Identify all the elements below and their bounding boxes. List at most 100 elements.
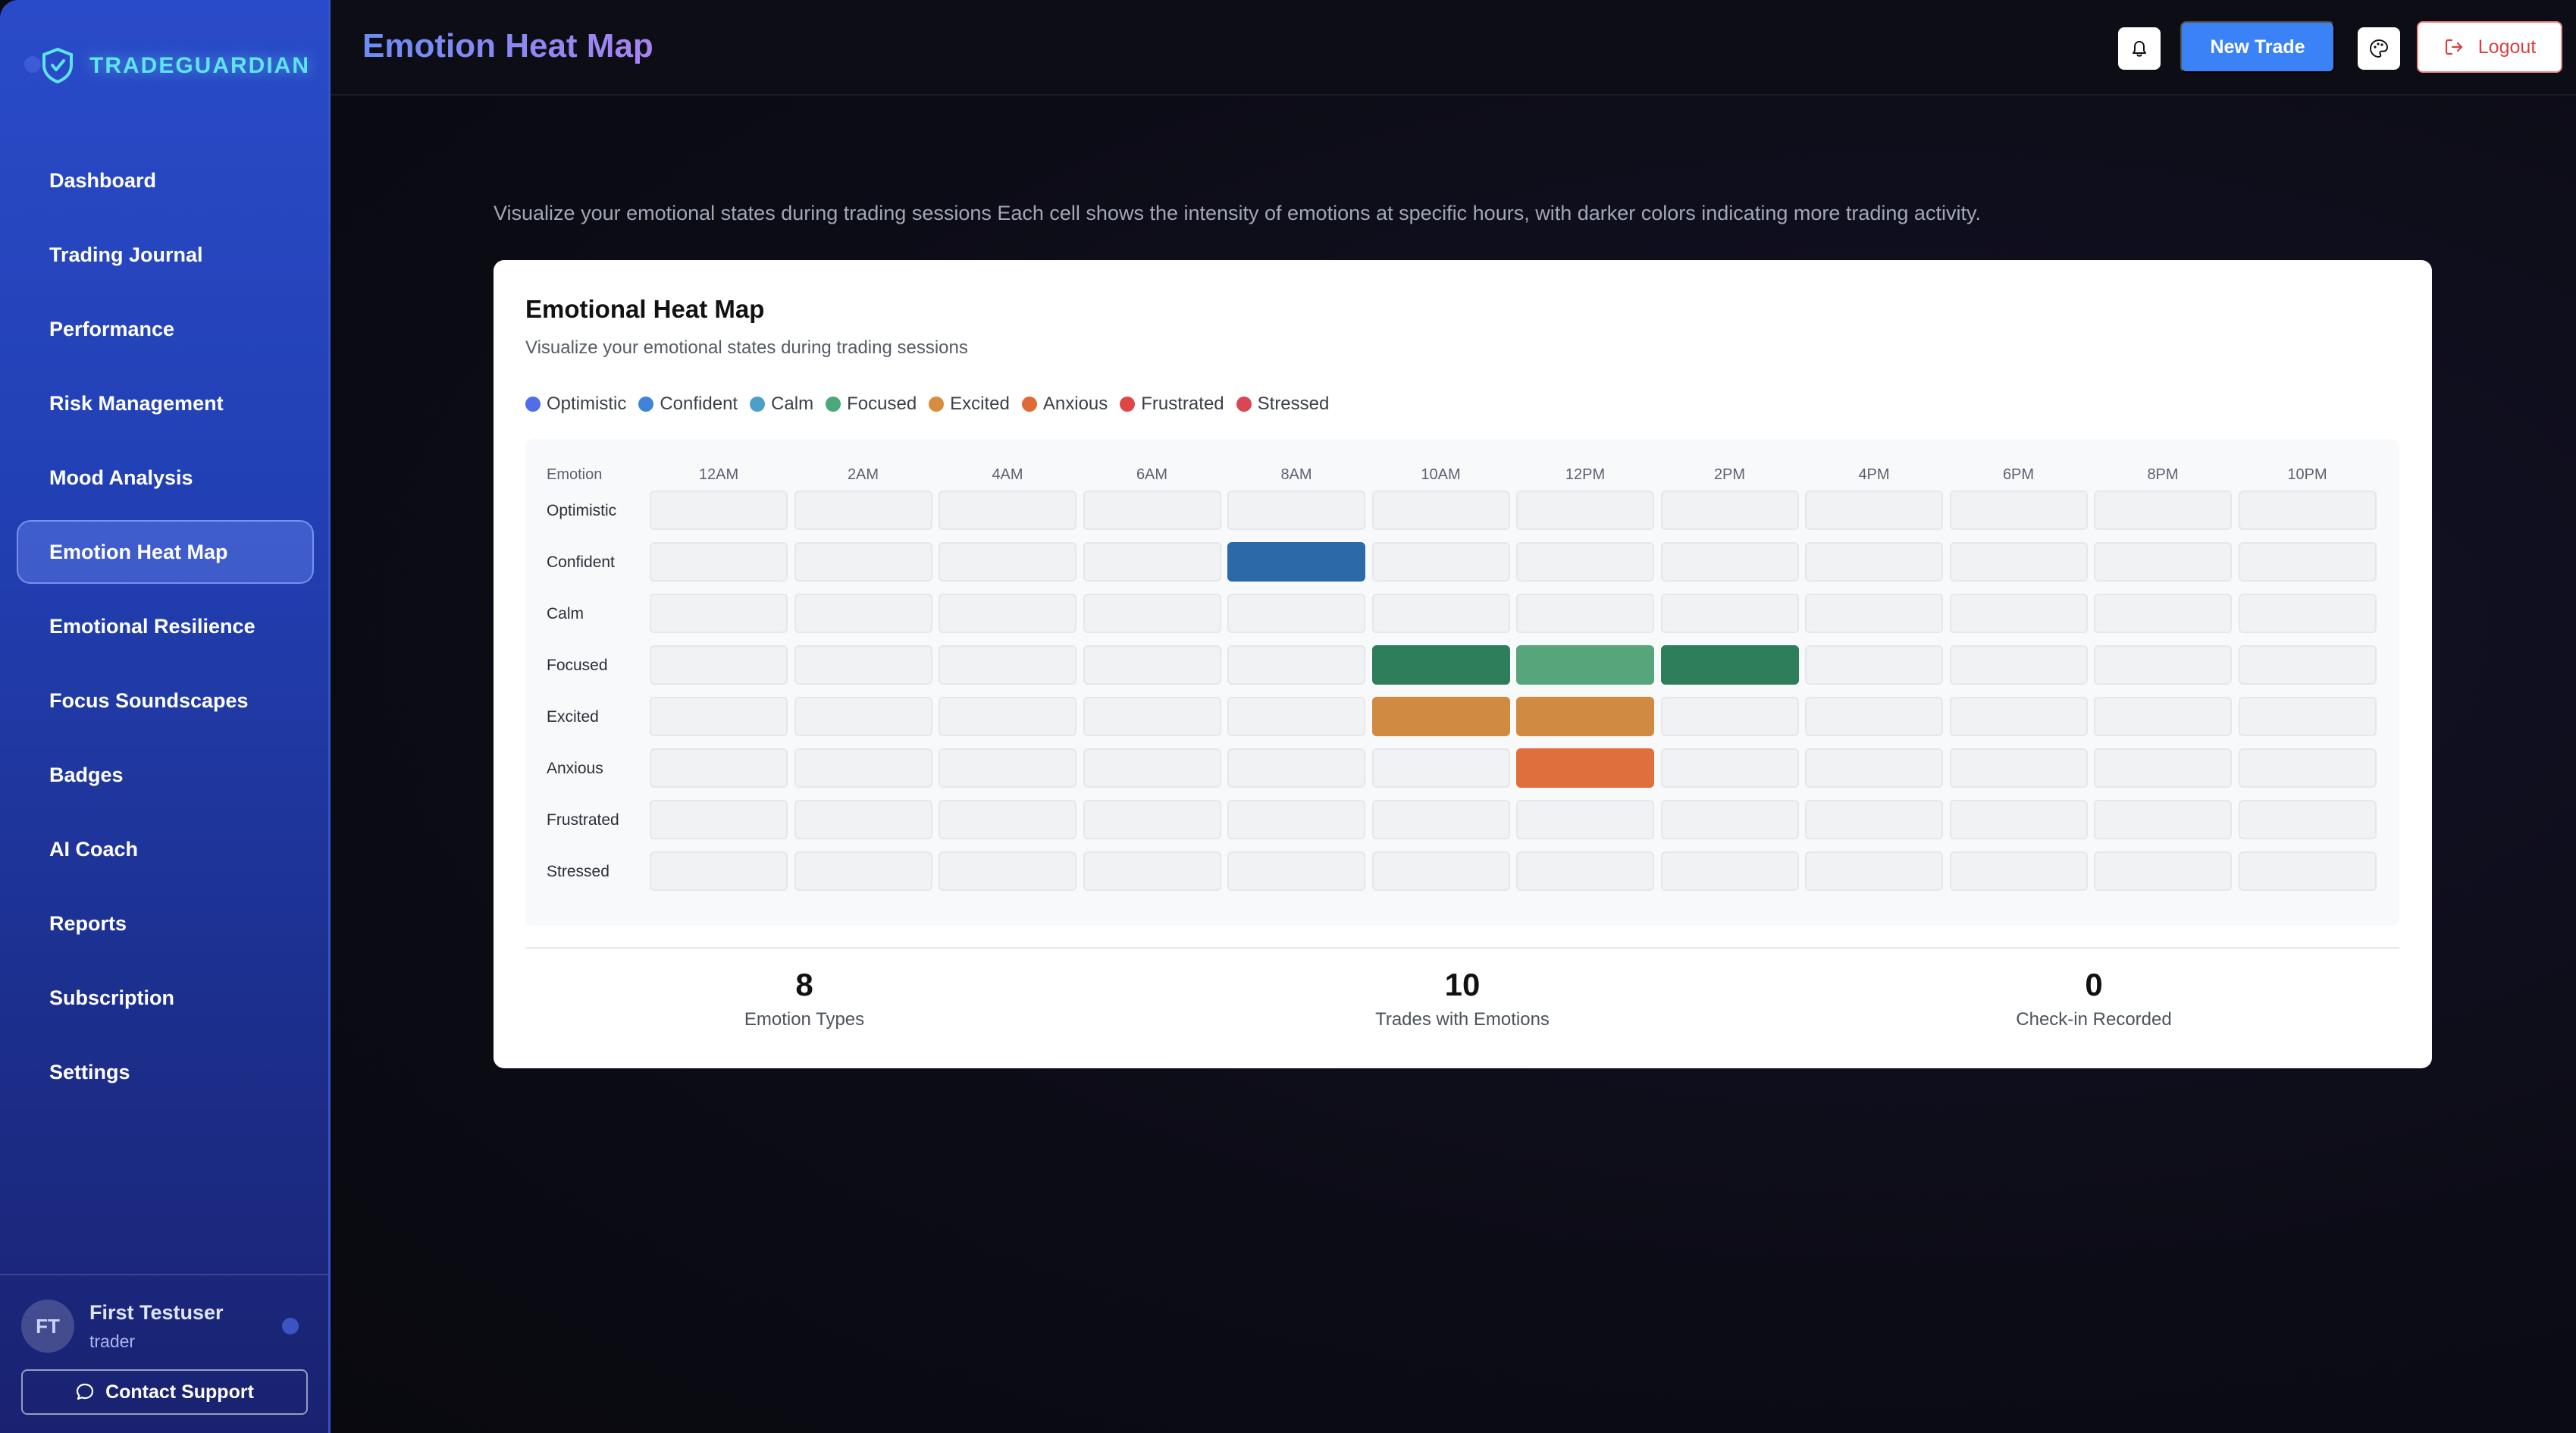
heat-cell-calm-6pm[interactable] (1949, 594, 2088, 633)
heat-cell-frustrated-12pm[interactable] (1516, 800, 1654, 839)
heat-cell-stressed-6am[interactable] (1083, 851, 1221, 891)
heat-cell-confident-2am[interactable] (794, 542, 932, 582)
heat-cell-confident-8am[interactable] (1227, 542, 1365, 582)
heat-cell-anxious-12pm[interactable] (1516, 748, 1654, 788)
sidebar-item-subscription[interactable]: Subscription (49, 986, 175, 1009)
heat-cell-focused-12am[interactable] (650, 645, 788, 685)
heat-cell-focused-12pm[interactable] (1516, 645, 1654, 685)
heat-cell-confident-8pm[interactable] (2094, 542, 2232, 582)
heat-cell-focused-2pm[interactable] (1660, 645, 1799, 685)
sidebar-item-dashboard[interactable]: Dashboard (49, 168, 157, 192)
sidebar-item-trading-journal[interactable]: Trading Journal (49, 243, 203, 266)
sidebar-item-risk-management[interactable]: Risk Management (49, 391, 224, 415)
sidebar-item-ai-coach[interactable]: AI Coach (49, 837, 139, 861)
heat-cell-confident-12am[interactable] (650, 542, 788, 582)
heat-cell-optimistic-8pm[interactable] (2094, 491, 2232, 530)
heat-cell-optimistic-10am[interactable] (1371, 491, 1510, 530)
sidebar-item-settings[interactable]: Settings (49, 1060, 130, 1083)
heat-cell-anxious-10pm[interactable] (2238, 748, 2377, 788)
heat-cell-optimistic-6pm[interactable] (1949, 491, 2088, 530)
heat-cell-anxious-8am[interactable] (1227, 748, 1365, 788)
heat-cell-excited-6pm[interactable] (1949, 697, 2088, 736)
avatar[interactable]: FT (21, 1300, 74, 1353)
heat-cell-optimistic-4am[interactable] (939, 491, 1076, 530)
heat-cell-confident-4am[interactable] (939, 542, 1076, 582)
heat-cell-anxious-6pm[interactable] (1949, 748, 2088, 788)
heat-cell-anxious-8pm[interactable] (2094, 748, 2232, 788)
heat-cell-frustrated-4am[interactable] (939, 800, 1076, 839)
heat-cell-calm-4pm[interactable] (1805, 594, 1943, 633)
heat-cell-excited-2am[interactable] (794, 697, 932, 736)
heat-cell-excited-4am[interactable] (939, 697, 1076, 736)
heat-cell-stressed-4am[interactable] (939, 851, 1076, 891)
heat-cell-stressed-6pm[interactable] (1949, 851, 2088, 891)
heat-cell-focused-10pm[interactable] (2238, 645, 2377, 685)
heat-cell-confident-4pm[interactable] (1805, 542, 1943, 582)
heat-cell-anxious-4pm[interactable] (1805, 748, 1943, 788)
heat-cell-stressed-4pm[interactable] (1805, 851, 1943, 891)
heat-cell-optimistic-12pm[interactable] (1516, 491, 1654, 530)
heat-cell-frustrated-12am[interactable] (650, 800, 788, 839)
heat-cell-calm-8am[interactable] (1227, 594, 1365, 633)
heat-cell-frustrated-8am[interactable] (1227, 800, 1365, 839)
heat-cell-excited-8pm[interactable] (2094, 697, 2232, 736)
heat-cell-stressed-2pm[interactable] (1660, 851, 1799, 891)
sidebar-item-mood-analysis[interactable]: Mood Analysis (49, 466, 193, 489)
heat-cell-confident-12pm[interactable] (1516, 542, 1654, 582)
heat-cell-anxious-2pm[interactable] (1660, 748, 1799, 788)
notifications-button[interactable] (2118, 27, 2161, 70)
heat-cell-stressed-12pm[interactable] (1516, 851, 1654, 891)
heat-cell-anxious-2am[interactable] (794, 748, 932, 788)
heat-cell-anxious-6am[interactable] (1083, 748, 1221, 788)
heat-cell-calm-2pm[interactable] (1660, 594, 1799, 633)
heat-cell-anxious-10am[interactable] (1371, 748, 1510, 788)
heat-cell-optimistic-12am[interactable] (650, 491, 788, 530)
heat-cell-confident-2pm[interactable] (1660, 542, 1799, 582)
heat-cell-calm-6am[interactable] (1083, 594, 1221, 633)
heat-cell-frustrated-2pm[interactable] (1660, 800, 1799, 839)
heat-cell-stressed-2am[interactable] (794, 851, 932, 891)
sidebar-item-performance[interactable]: Performance (49, 317, 175, 340)
heat-cell-optimistic-8am[interactable] (1227, 491, 1365, 530)
heat-cell-frustrated-8pm[interactable] (2094, 800, 2232, 839)
heat-cell-stressed-8pm[interactable] (2094, 851, 2232, 891)
heat-cell-focused-4pm[interactable] (1805, 645, 1943, 685)
heat-cell-calm-10pm[interactable] (2238, 594, 2377, 633)
heat-cell-confident-10pm[interactable] (2238, 542, 2377, 582)
heat-cell-calm-12pm[interactable] (1516, 594, 1654, 633)
heat-cell-frustrated-6pm[interactable] (1949, 800, 2088, 839)
heat-cell-frustrated-10am[interactable] (1371, 800, 1510, 839)
heat-cell-focused-6am[interactable] (1083, 645, 1221, 685)
contact-support-button[interactable]: Contact Support (21, 1369, 308, 1415)
heat-cell-focused-8am[interactable] (1227, 645, 1365, 685)
theme-button[interactable] (2358, 27, 2400, 70)
heat-cell-frustrated-2am[interactable] (794, 800, 932, 839)
heat-cell-excited-10am[interactable] (1371, 697, 1510, 736)
heat-cell-stressed-10pm[interactable] (2238, 851, 2377, 891)
sidebar-item-focus-soundscapes[interactable]: Focus Soundscapes (49, 688, 249, 712)
heat-cell-focused-4am[interactable] (939, 645, 1076, 685)
heat-cell-focused-10am[interactable] (1371, 645, 1510, 685)
heat-cell-optimistic-2am[interactable] (794, 491, 932, 530)
heat-cell-confident-6am[interactable] (1083, 542, 1221, 582)
collapse-dot[interactable] (24, 56, 41, 73)
logout-button[interactable]: Logout (2417, 21, 2562, 73)
heat-cell-excited-10pm[interactable] (2238, 697, 2377, 736)
heat-cell-anxious-4am[interactable] (939, 748, 1076, 788)
heat-cell-optimistic-2pm[interactable] (1660, 491, 1799, 530)
heat-cell-calm-8pm[interactable] (2094, 594, 2232, 633)
heat-cell-focused-2am[interactable] (794, 645, 932, 685)
heat-cell-confident-10am[interactable] (1371, 542, 1510, 582)
heat-cell-stressed-8am[interactable] (1227, 851, 1365, 891)
heat-cell-optimistic-6am[interactable] (1083, 491, 1221, 530)
heat-cell-excited-12am[interactable] (650, 697, 788, 736)
new-trade-button[interactable]: New Trade (2180, 21, 2335, 73)
heat-cell-focused-8pm[interactable] (2094, 645, 2232, 685)
sidebar-item-emotional-resilience[interactable]: Emotional Resilience (49, 614, 255, 638)
heat-cell-optimistic-4pm[interactable] (1805, 491, 1943, 530)
heat-cell-excited-6am[interactable] (1083, 697, 1221, 736)
heat-cell-stressed-12am[interactable] (650, 851, 788, 891)
heat-cell-calm-10am[interactable] (1371, 594, 1510, 633)
sidebar-item-badges[interactable]: Badges (49, 763, 124, 786)
heat-cell-confident-6pm[interactable] (1949, 542, 2088, 582)
